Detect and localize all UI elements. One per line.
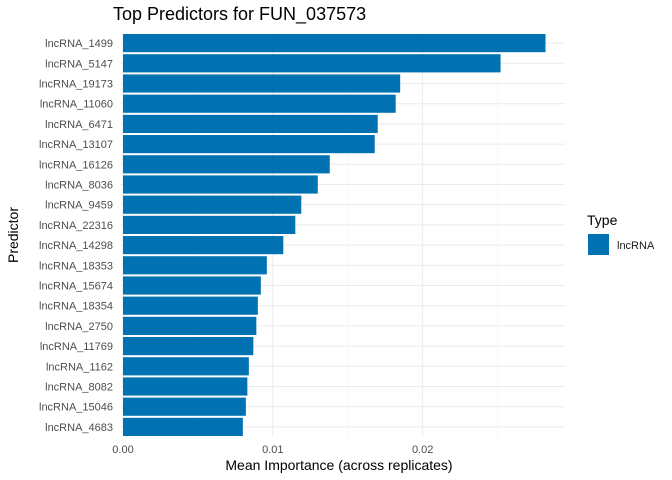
y-tick-label: lncRNA_9459 [45, 200, 113, 212]
y-tick-label: lncRNA_22316 [39, 220, 113, 232]
bar-lncrna-18353 [122, 256, 267, 275]
y-tick-label: lncRNA_13107 [39, 139, 113, 151]
y-tick-label: lncRNA_2750 [45, 321, 113, 333]
x-tick-label: 0.00 [112, 444, 133, 456]
bar-lncrna-11769 [122, 337, 254, 356]
y-tick-label: lncRNA_8036 [45, 180, 113, 192]
bar-lncrna-22316 [122, 215, 296, 234]
y-tick-label: lncRNA_16126 [39, 159, 113, 171]
bars [122, 34, 546, 436]
chart-title: Top Predictors for FUN_037573 [113, 4, 366, 25]
bar-lncrna-8036 [122, 175, 318, 194]
bar-lncrna-1499 [122, 34, 546, 53]
y-tick-label: lncRNA_14298 [39, 240, 113, 252]
y-axis-label: Predictor [5, 207, 21, 263]
bar-lncrna-6471 [122, 114, 378, 133]
bar-lncrna-1162 [122, 357, 249, 376]
grid-lines [120, 33, 565, 437]
legend-title: Type [587, 212, 618, 228]
bar-lncrna-5147 [122, 54, 501, 73]
x-tick-label: 0.02 [412, 444, 433, 456]
y-tick-label: lncRNA_5147 [45, 58, 113, 70]
bar-lncrna-9459 [122, 195, 302, 214]
y-tick-label: lncRNA_11769 [40, 341, 113, 353]
y-tick-label: lncRNA_19173 [39, 79, 113, 91]
bar-lncrna-19173 [122, 74, 401, 93]
x-tick-labels: 0.00 0.01 0.02 [112, 444, 433, 456]
x-tick-label: 0.01 [262, 444, 283, 456]
y-tick-label: lncRNA_15674 [39, 281, 113, 293]
y-tick-label: lncRNA_6471 [45, 119, 113, 131]
bar-lncrna-2750 [122, 316, 257, 335]
bar-lncrna-8082 [122, 377, 248, 396]
y-tick-label: lncRNA_18354 [39, 301, 113, 313]
y-tick-labels: lncRNA_1499 lncRNA_5147 lncRNA_19173 lncRNA… [39, 38, 113, 434]
y-tick-label: lncRNA_1499 [45, 38, 113, 50]
bar-lncrna-14298 [122, 236, 284, 255]
bar-lncrna-4683 [122, 417, 243, 436]
y-tick-label: lncRNA_15046 [39, 402, 113, 414]
bar-lncrna-11060 [122, 94, 396, 113]
bar-lncrna-15674 [122, 276, 261, 295]
y-tick-label: lncRNA_4683 [45, 422, 113, 434]
y-tick-label: lncRNA_11060 [40, 99, 113, 111]
y-tick-label: lncRNA_1162 [46, 361, 113, 373]
bar-lncrna-16126 [122, 155, 330, 174]
y-tick-label: lncRNA_8082 [45, 382, 113, 394]
legend-swatch-lncrna [588, 234, 609, 255]
legend: Type lncRNA [587, 212, 655, 255]
legend-label-lncrna: lncRNA [617, 240, 655, 252]
bar-lncrna-15046 [122, 397, 246, 416]
y-tick-label: lncRNA_18353 [39, 260, 113, 272]
x-axis-label: Mean Importance (across replicates) [225, 457, 452, 473]
bar-lncrna-13107 [122, 135, 375, 154]
bar-lncrna-18354 [122, 296, 258, 315]
